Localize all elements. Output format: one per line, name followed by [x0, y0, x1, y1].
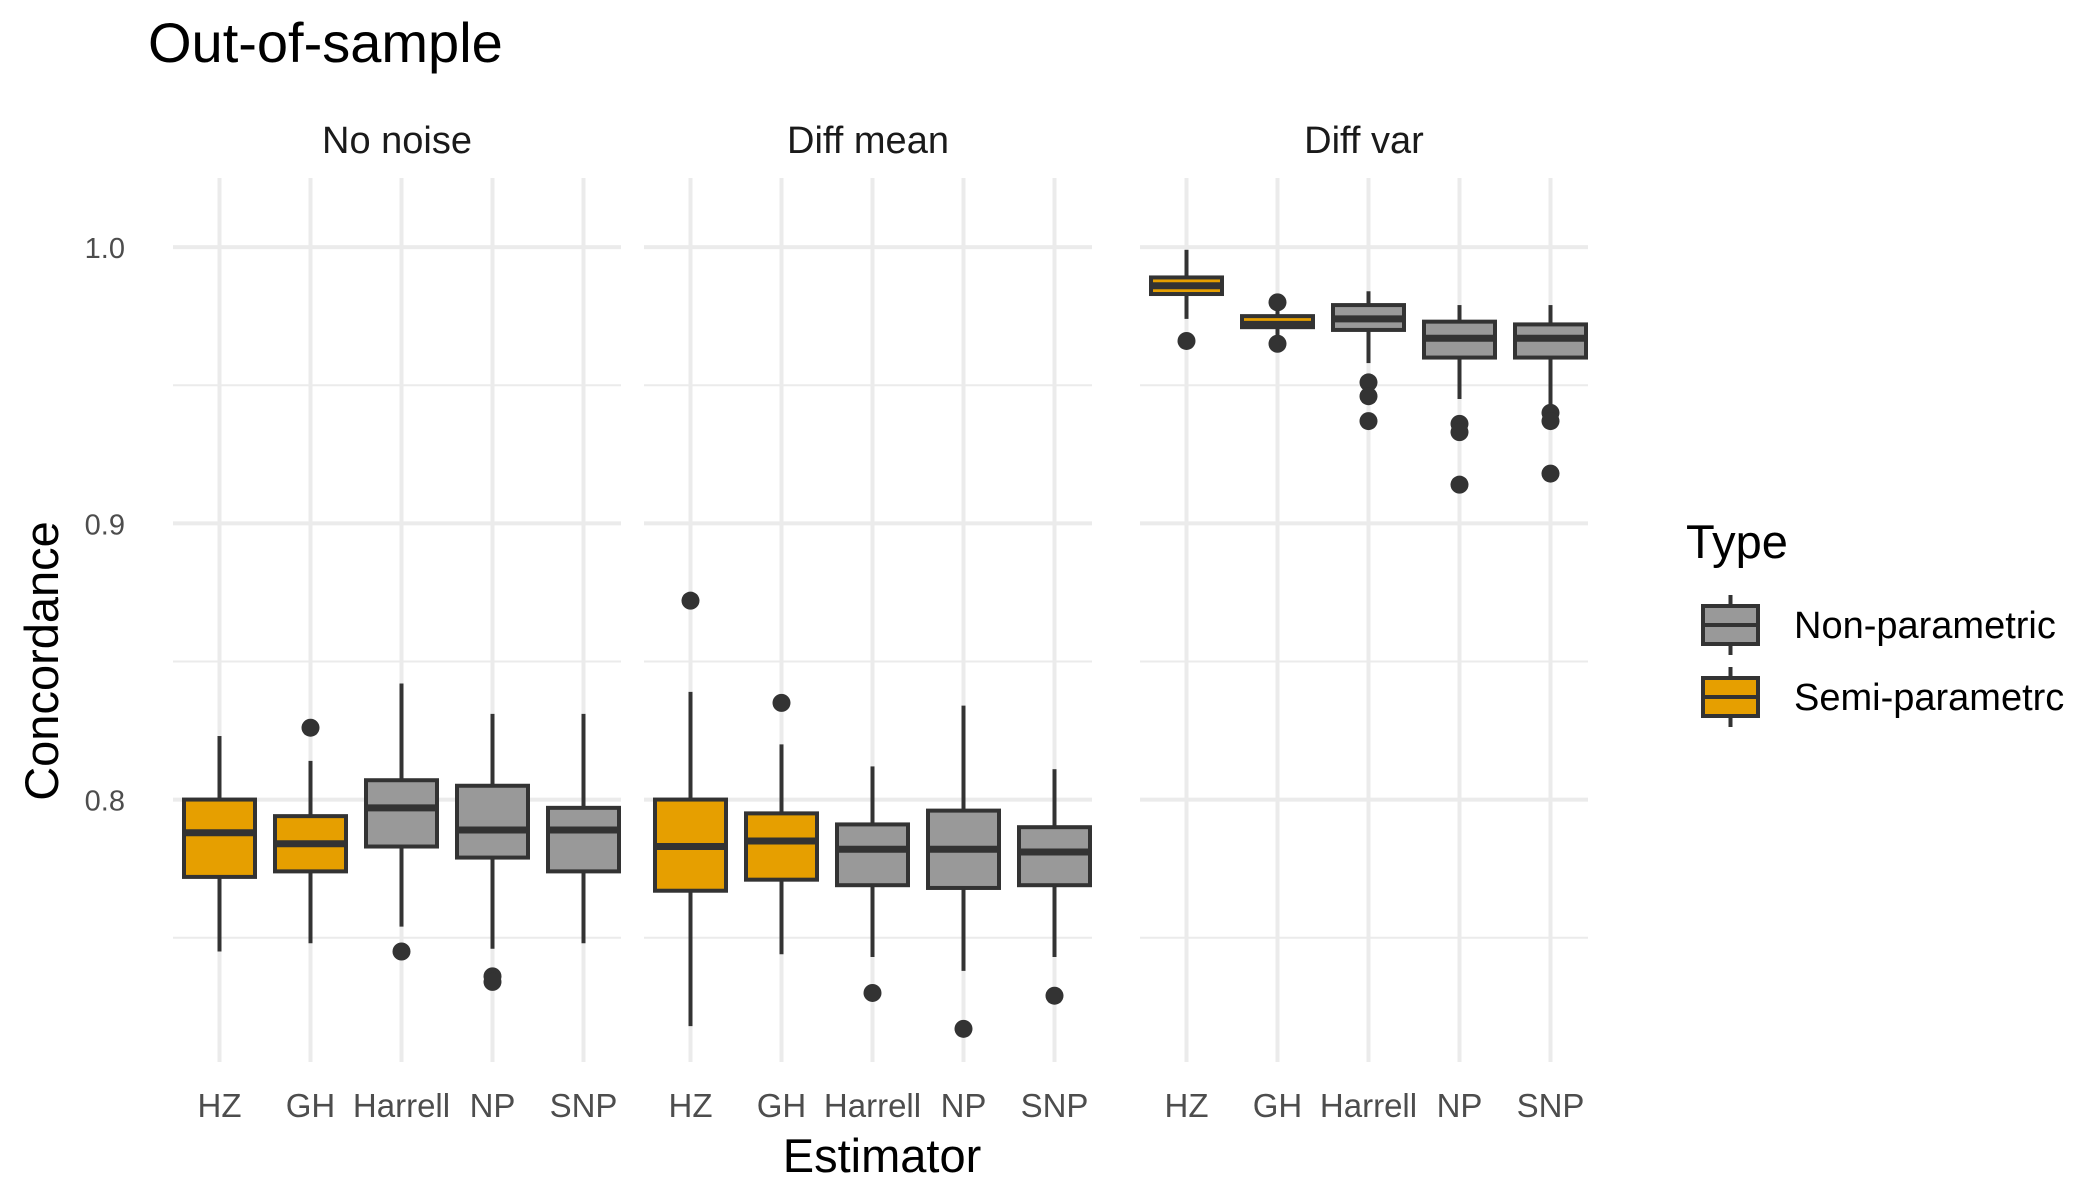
y-tick-label: 1.0 [85, 233, 125, 265]
box-np [1422, 305, 1497, 494]
outlier-point [1541, 412, 1560, 431]
legend-label: Semi-parametrc [1794, 677, 2064, 719]
outlier-point [1450, 475, 1469, 494]
x-tick-label: Harrell [824, 1087, 921, 1124]
box-hz [1149, 249, 1224, 350]
facet-panel: No noise HZ GH Harrell NP SNP [173, 120, 621, 1124]
x-tick-label: SNP [1021, 1087, 1089, 1124]
x-tick-label: Harrell [1320, 1087, 1417, 1124]
box-iqr [455, 783, 530, 860]
legend-item: Semi-parametrc [1701, 667, 2064, 727]
x-tick-label: GH [286, 1087, 336, 1124]
outlier-point [1359, 387, 1378, 406]
x-tick-label: SNP [1517, 1087, 1585, 1124]
x-tick-label: NP [1437, 1087, 1483, 1124]
facet-panel: Diff mean HZ GH Harrell NP SNP [644, 120, 1092, 1124]
y-axis: 0.8 0.9 1.0 [85, 233, 125, 818]
facet-panel: Diff var HZ GH Harrell NP SNP [1140, 120, 1588, 1124]
outlier-point [1268, 334, 1287, 353]
box-snp [546, 713, 621, 944]
x-tick-label: HZ [1165, 1087, 1209, 1124]
x-tick-label: GH [1253, 1087, 1303, 1124]
legend: Type Non-parametric Semi-parametrc [1686, 515, 2064, 727]
legend-label: Non-parametric [1794, 605, 2056, 647]
box-gh [744, 693, 819, 955]
legend-item: Non-parametric [1701, 595, 2056, 655]
box-hz [182, 736, 257, 952]
box-harrell [1331, 291, 1406, 431]
box-iqr [546, 805, 621, 874]
x-axis-label: Estimator [783, 1129, 982, 1182]
box-snp [1513, 305, 1588, 483]
outlier-point [483, 972, 502, 991]
box-harrell [364, 683, 439, 961]
outlier-point [681, 591, 700, 610]
box-snp [1017, 769, 1092, 1005]
legend-title: Type [1686, 515, 1788, 568]
x-tick-label: HZ [669, 1087, 713, 1124]
outlier-point [1359, 373, 1378, 392]
outlier-point [772, 693, 791, 712]
facet-strip-label: Diff mean [787, 120, 949, 162]
box-np [926, 705, 1001, 1038]
x-tick-label: NP [470, 1087, 516, 1124]
outlier-point [1045, 986, 1064, 1005]
outlier-point [1177, 331, 1196, 350]
facet-strip-label: Diff var [1304, 120, 1424, 162]
box-iqr [182, 797, 257, 879]
x-tick-label: GH [757, 1087, 807, 1124]
chart-title: Out-of-sample [148, 11, 503, 74]
x-tick-label: Harrell [353, 1087, 450, 1124]
box-np [455, 713, 530, 991]
outlier-point [1268, 293, 1287, 312]
box-iqr [1017, 825, 1092, 888]
outlier-point [1359, 412, 1378, 431]
facet-panels: No noise HZ GH Harrell NP SNP Diff mean HZ GH Har… [173, 120, 1588, 1124]
box-harrell [835, 766, 910, 1002]
box-gh [273, 718, 348, 944]
outlier-point [954, 1019, 973, 1038]
box-iqr [364, 778, 439, 849]
y-tick-label: 0.9 [85, 509, 125, 541]
x-tick-label: SNP [550, 1087, 618, 1124]
outlier-point [863, 983, 882, 1002]
box-iqr [744, 811, 819, 882]
y-axis-label: Concordance [15, 521, 68, 801]
x-tick-label: HZ [198, 1087, 242, 1124]
box-iqr [835, 822, 910, 888]
box-hz [653, 591, 728, 1027]
facet-strip-label: No noise [322, 120, 472, 162]
outlier-point [1450, 423, 1469, 442]
y-tick-label: 0.8 [85, 786, 125, 818]
x-tick-label: NP [941, 1087, 987, 1124]
outlier-point [1541, 464, 1560, 483]
outlier-point [392, 942, 411, 961]
box-gh [1240, 293, 1315, 353]
outlier-point [301, 718, 320, 737]
